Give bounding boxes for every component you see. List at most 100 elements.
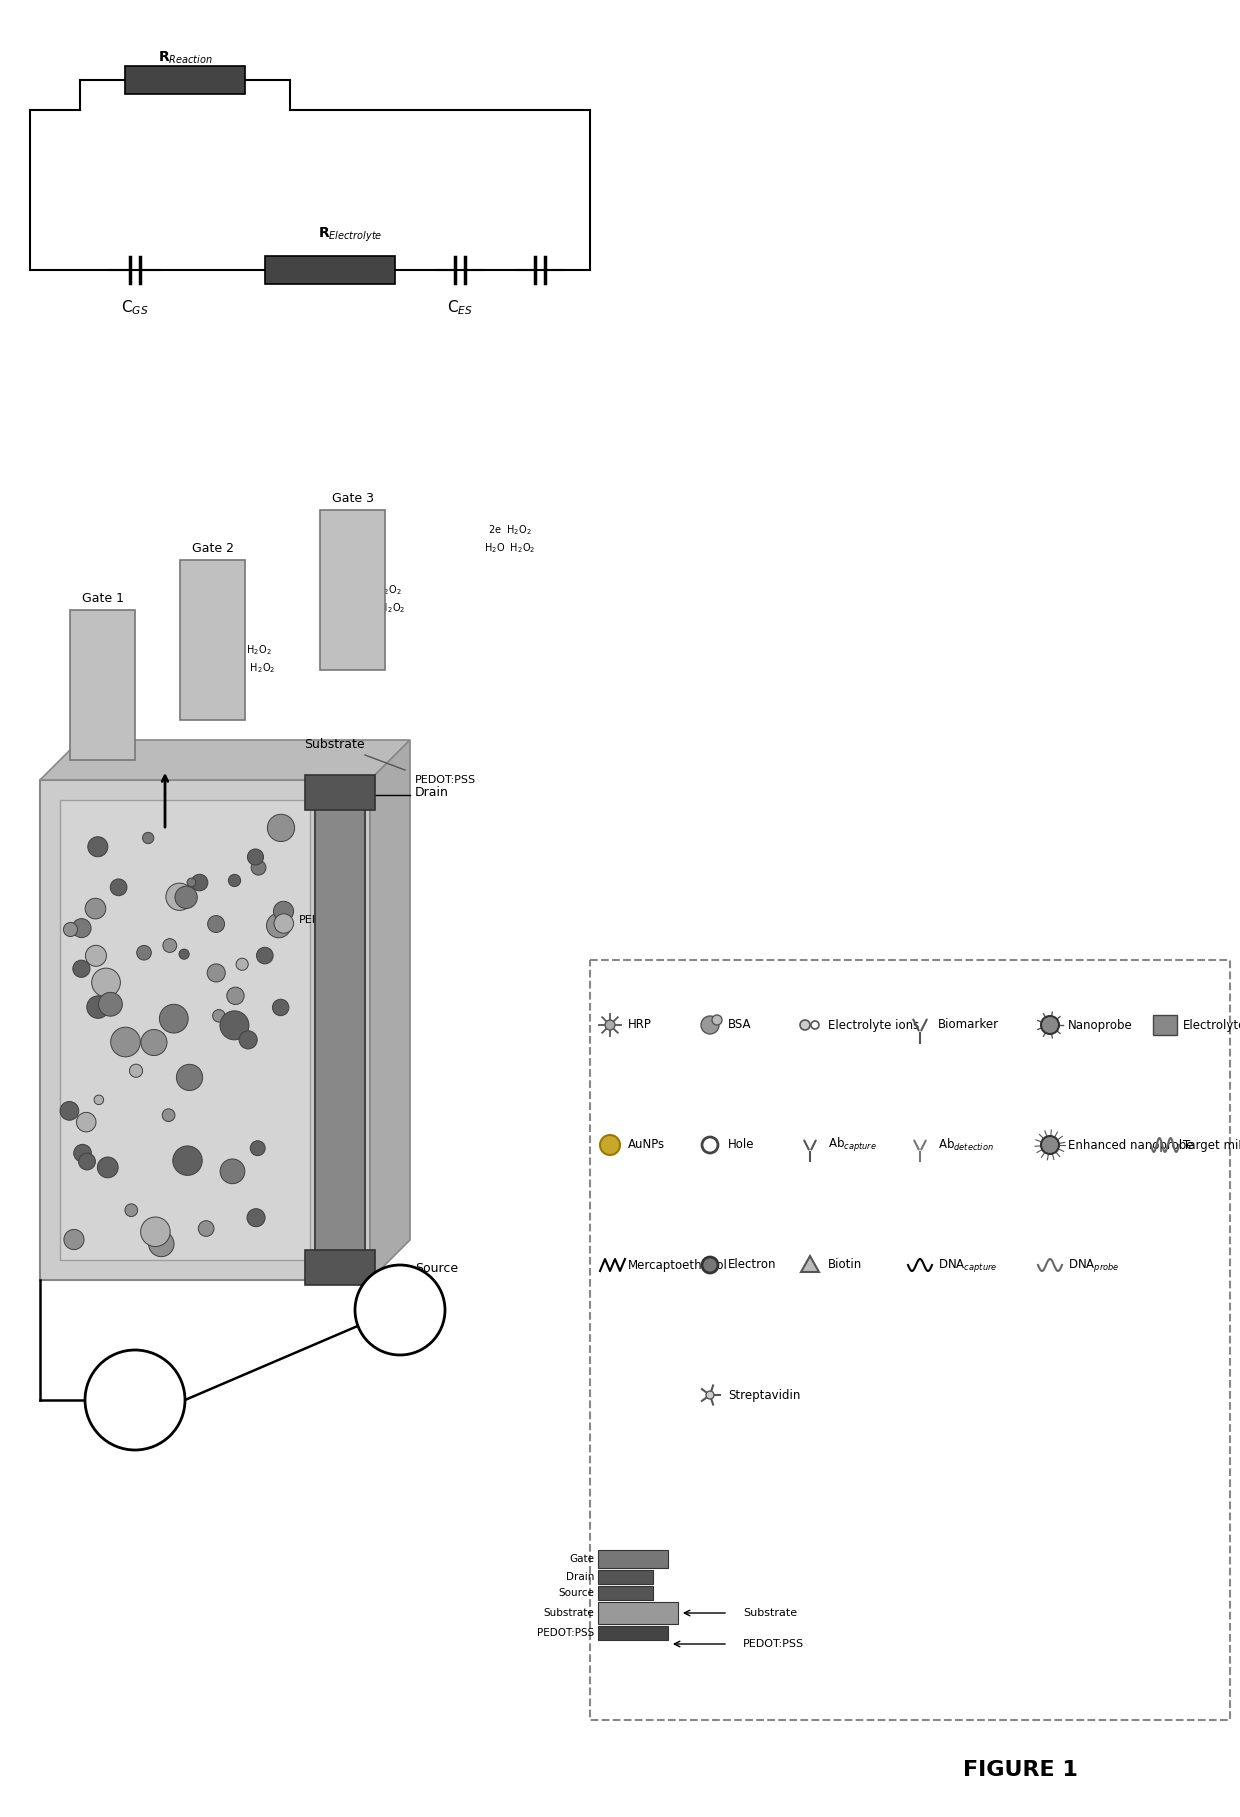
Text: Substrate: Substrate [304,738,365,752]
Circle shape [140,1217,170,1246]
Bar [590,959,1230,1721]
Bar [315,779,365,1279]
Text: ⊕: ⊕ [334,861,347,879]
Text: FIGURE 1: FIGURE 1 [962,1761,1078,1781]
Text: PEDOT:PSS: PEDOT:PSS [743,1639,804,1650]
Text: AuNPs: AuNPs [627,1139,665,1152]
Circle shape [706,1392,714,1399]
Text: Ab$_{detection}$: Ab$_{detection}$ [937,1137,994,1154]
Bar [60,799,310,1259]
Circle shape [98,1157,118,1177]
Circle shape [88,836,108,858]
Circle shape [73,959,91,978]
Text: ⊕: ⊕ [334,1101,347,1119]
Circle shape [702,1137,718,1154]
Text: H$_2$O  H$_2$O$_2$: H$_2$O H$_2$O$_2$ [355,601,405,614]
Circle shape [252,859,265,876]
Circle shape [86,898,105,919]
Circle shape [162,1108,175,1121]
Bar [1153,1016,1177,1036]
Circle shape [60,1101,79,1121]
Text: Source: Source [558,1588,594,1597]
Circle shape [228,874,241,887]
Bar [598,1550,668,1568]
Circle shape [172,1147,202,1176]
Circle shape [87,996,109,1018]
Circle shape [73,1145,92,1163]
Circle shape [176,1065,202,1090]
Text: Streptavidin: Streptavidin [728,1388,800,1401]
Bar [69,611,135,760]
Circle shape [811,1021,818,1028]
Circle shape [207,916,224,932]
Text: Substrate: Substrate [743,1608,797,1617]
Text: Gate 3: Gate 3 [331,492,373,505]
Circle shape [72,919,91,938]
Circle shape [268,814,295,841]
Text: Gate: Gate [569,1554,594,1564]
Text: HRP: HRP [627,1019,652,1032]
Text: Substrate: Substrate [543,1608,594,1617]
Circle shape [63,923,78,936]
Text: PEDOT:PSS: PEDOT:PSS [537,1628,594,1637]
Circle shape [712,1016,722,1025]
Circle shape [355,1265,445,1355]
Text: Electrolyte ions: Electrolyte ions [828,1019,919,1032]
Circle shape [94,1096,104,1105]
Text: Hole: Hole [728,1139,754,1152]
Circle shape [236,958,248,970]
Bar [598,1626,668,1641]
Circle shape [86,945,107,967]
Text: V$_{GS}$: V$_{GS}$ [118,1390,153,1410]
Text: H$_2$O  H$_2$O$_2$: H$_2$O H$_2$O$_2$ [224,661,275,674]
Circle shape [162,939,176,952]
Circle shape [273,999,289,1016]
Text: Ab$_{capture}$: Ab$_{capture}$ [828,1136,877,1154]
Text: Mercaptoethanol: Mercaptoethanol [627,1259,728,1272]
Polygon shape [40,740,410,779]
Circle shape [1042,1136,1059,1154]
Text: ⊕: ⊕ [334,981,347,999]
Text: ⊕: ⊕ [334,801,347,819]
Text: Biotin: Biotin [828,1259,862,1272]
Text: Electrolyte: Electrolyte [1183,1019,1240,1032]
Circle shape [198,1221,215,1236]
Circle shape [175,887,197,908]
Circle shape [207,963,226,981]
Bar [305,1250,374,1285]
Text: PEDOT:PSS: PEDOT:PSS [299,916,360,925]
Text: PEDOT:PSS: PEDOT:PSS [415,776,476,785]
Circle shape [219,1010,249,1039]
Text: R$_{Reaction}$: R$_{Reaction}$ [157,49,212,65]
Circle shape [141,1030,167,1056]
Text: 2e  H$_2$O$_2$: 2e H$_2$O$_2$ [228,643,272,658]
Circle shape [143,832,154,843]
Bar [40,779,370,1279]
Text: V$_{DS}$: V$_{DS}$ [384,1299,415,1319]
Circle shape [605,1019,615,1030]
Circle shape [191,874,208,890]
Text: R$_{Electrolyte}$: R$_{Electrolyte}$ [317,225,382,243]
Text: Gate 2: Gate 2 [191,541,233,554]
Text: ⊕: ⊕ [334,921,347,939]
Circle shape [600,1136,620,1156]
Text: DNA$_{capture}$: DNA$_{capture}$ [937,1257,997,1274]
Text: ⊕: ⊕ [334,1161,347,1179]
Polygon shape [370,740,410,1279]
Circle shape [274,914,294,934]
Text: C$_{ES}$: C$_{ES}$ [448,298,472,318]
Circle shape [98,992,123,1016]
Circle shape [247,1208,265,1226]
Text: Enhanced nanoprobe: Enhanced nanoprobe [1068,1139,1193,1152]
Circle shape [702,1257,718,1274]
Circle shape [77,1112,95,1132]
Text: ·: · [804,1019,807,1030]
Circle shape [1042,1016,1059,1034]
Circle shape [78,1154,95,1170]
Circle shape [250,1141,265,1156]
Circle shape [227,987,244,1005]
Text: Electron: Electron [728,1259,776,1272]
Text: Drain: Drain [415,787,449,799]
Circle shape [239,1030,257,1048]
Polygon shape [801,1256,818,1272]
